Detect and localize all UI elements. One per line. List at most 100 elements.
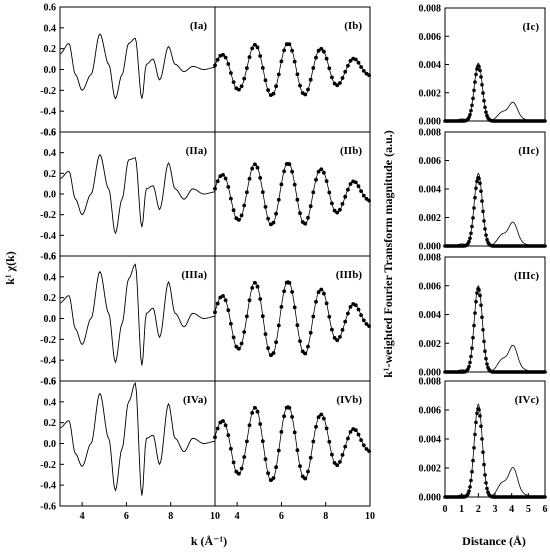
panel-label: (IIb)	[340, 145, 362, 157]
fit-point	[287, 406, 292, 410]
fit-point	[226, 308, 231, 313]
y-tick-label: -0.6	[40, 377, 56, 388]
fit-point	[306, 469, 310, 474]
y-tick-label: -0.6	[40, 252, 56, 263]
fit-point	[247, 55, 252, 59]
fit-point	[346, 187, 350, 192]
ft-fit-point	[485, 486, 489, 491]
y-tick-label: -0.6	[40, 502, 56, 513]
fit-point	[234, 469, 239, 474]
fit-point	[271, 91, 276, 96]
fit-point	[237, 218, 241, 222]
y-tick-label: 0.2	[44, 169, 57, 180]
y-tick-label: 0.4	[44, 148, 57, 159]
fit-point	[245, 190, 249, 195]
fit-point	[255, 284, 260, 289]
fit-point	[314, 424, 318, 429]
panel-c-frame	[444, 7, 546, 122]
fit-point	[338, 335, 342, 339]
fit-point	[311, 190, 316, 195]
fit-point	[364, 322, 369, 326]
fit-point	[332, 461, 337, 465]
ft-fit-point	[475, 411, 479, 416]
fit-point	[268, 478, 273, 482]
y-tick-label: 0.008	[419, 377, 442, 388]
fit-point	[348, 182, 353, 186]
ft-fit-point	[477, 176, 481, 181]
fit-point	[353, 303, 358, 308]
fit-point	[255, 165, 260, 170]
fit-point	[300, 349, 305, 354]
ft-fit-point	[474, 186, 478, 191]
fit-point	[221, 52, 225, 57]
fit-point	[255, 409, 260, 414]
fit-point	[316, 415, 321, 420]
y-tick-label: 0.002	[419, 88, 442, 99]
fit-point	[338, 460, 342, 464]
x-tick-label: 1	[459, 504, 464, 515]
right-y-axis-label: k¹-weighted Fourier Transform magnitude …	[381, 130, 395, 378]
x-tick-label: 10	[210, 511, 220, 522]
fit-point	[258, 54, 263, 58]
y-tick-label: -0.4	[40, 107, 56, 118]
ft-fit-point	[478, 181, 482, 186]
ft-fit-point	[475, 291, 479, 295]
fit-point	[260, 314, 265, 319]
fit-point	[340, 76, 345, 80]
fit-point	[231, 80, 236, 84]
y-tick-label: -0.2	[40, 86, 56, 97]
fit-point	[282, 169, 286, 174]
fit-point	[295, 323, 300, 328]
fit-point	[231, 335, 236, 340]
fit-point	[223, 55, 228, 60]
fit-point	[335, 338, 340, 343]
fit-point	[308, 330, 313, 335]
ft-fit-point	[485, 362, 489, 366]
series-line-3a	[59, 263, 216, 366]
fit-point	[324, 179, 329, 184]
x-tick-label: 0	[443, 504, 448, 515]
fit-point	[239, 341, 244, 346]
ft-fit-point	[481, 91, 485, 95]
ft-fit-point	[484, 356, 488, 361]
fit-point	[306, 87, 310, 92]
fit-point	[303, 221, 308, 226]
y-tick-label: -0.2	[40, 335, 56, 346]
fit-point	[279, 430, 284, 434]
ft-fit-point	[472, 88, 476, 93]
fit-point	[229, 196, 233, 201]
fit-point	[343, 444, 348, 449]
ft-fit-point	[467, 364, 471, 369]
ft-fit-point	[477, 64, 481, 69]
x-tick-label: 2	[476, 504, 481, 515]
fit-point	[359, 65, 363, 69]
fit-point	[348, 430, 353, 434]
y-tick-label: 0.004	[419, 60, 442, 71]
fit-point	[322, 49, 326, 54]
fit-point	[306, 344, 310, 349]
column-b-panels: (Ib) (IIb) (IIIb) (IVb) 4 6 8 10	[213, 20, 375, 522]
fit-point	[343, 69, 348, 74]
ft-fit-point	[482, 339, 486, 344]
ft-fit-point	[474, 299, 478, 304]
y-tick-label: 0.000	[419, 117, 442, 128]
fit-point	[245, 66, 249, 70]
fit-point	[314, 177, 318, 182]
fit-point	[359, 438, 363, 442]
y-tick-label: 0.0	[44, 314, 57, 325]
fit-point	[322, 416, 326, 421]
y-tick-label: 0.0	[44, 65, 57, 76]
y-tick-label: 0.6	[44, 3, 57, 14]
fit-point	[316, 48, 321, 53]
fit-point	[311, 66, 316, 70]
fit-point	[338, 207, 342, 212]
ft-fit-point	[477, 288, 481, 292]
y-tick-label: 0.4	[44, 397, 57, 408]
ft-fit-point	[468, 112, 472, 117]
fit-point	[298, 464, 302, 468]
panel-frames	[59, 6, 546, 507]
fit-point	[290, 169, 294, 174]
ft-fit-point	[483, 227, 487, 231]
fit-point	[361, 318, 366, 323]
fit-point	[250, 46, 255, 51]
